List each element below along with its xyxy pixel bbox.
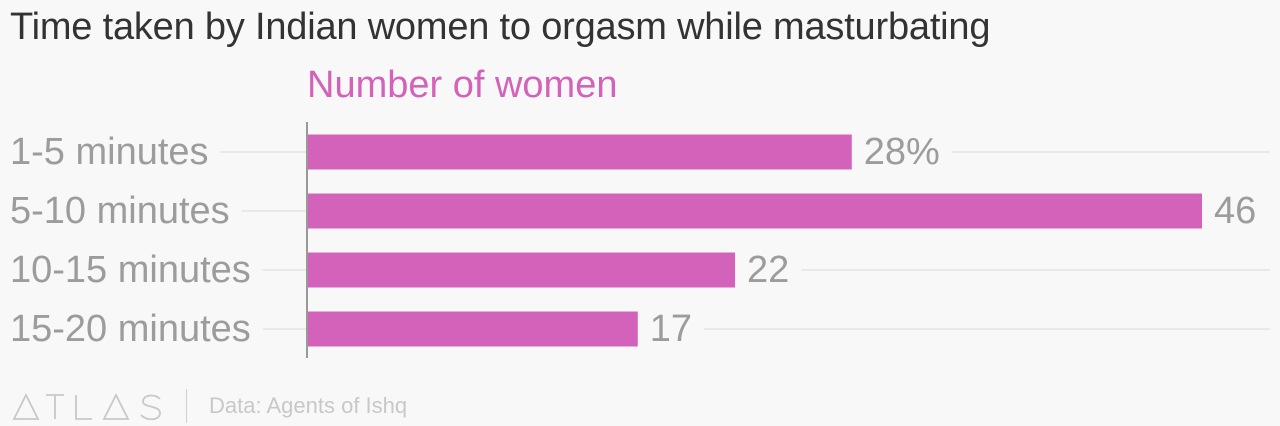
value-label: 17 (650, 308, 692, 350)
value-label: 22 (747, 249, 789, 291)
bar-chart: 1-5 minutes 28% 5-10 minutes 46 10-15 minute… (10, 122, 1270, 358)
bar (307, 134, 852, 170)
category-label: 5-10 minutes (10, 190, 230, 232)
bar (307, 252, 736, 288)
footer-divider (186, 389, 187, 423)
atlas-logo-icon (12, 392, 161, 421)
category-label: 1-5 minutes (10, 131, 209, 173)
bar (307, 311, 638, 347)
category-label: 15-20 minutes (10, 308, 251, 350)
category-label: 10-15 minutes (10, 249, 251, 291)
value-label: 46 (1214, 190, 1256, 232)
source-note: Data: Agents of Ishq (209, 393, 408, 418)
value-label: 28% (864, 131, 940, 173)
footer: Data: Agents of Ishq (12, 388, 407, 424)
atlas-logo (12, 391, 164, 421)
chart-title: Time taken by Indian women to orgasm whi… (10, 6, 991, 48)
series-label: Number of women (307, 64, 618, 106)
bar (307, 193, 1202, 229)
